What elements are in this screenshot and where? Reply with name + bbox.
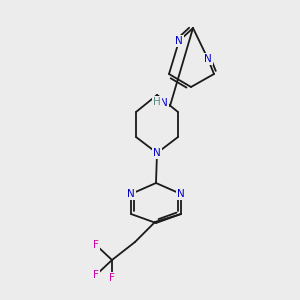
Text: F: F: [93, 240, 99, 250]
Text: F: F: [93, 270, 99, 280]
Text: N: N: [153, 148, 161, 158]
Text: F: F: [109, 273, 115, 283]
Text: N: N: [127, 189, 135, 199]
Text: N: N: [175, 36, 183, 46]
Text: N: N: [177, 189, 185, 199]
Text: N: N: [204, 54, 212, 64]
Text: H: H: [153, 97, 161, 107]
Text: N: N: [160, 98, 168, 108]
